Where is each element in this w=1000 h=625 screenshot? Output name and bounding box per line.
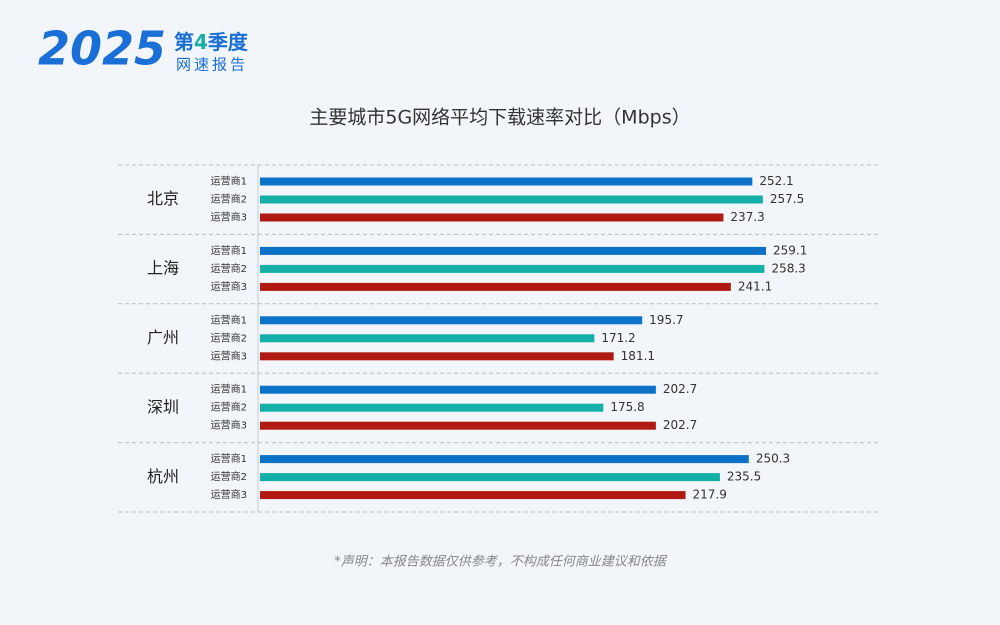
- value-label: 175.8: [610, 400, 644, 414]
- bar: [260, 455, 749, 464]
- series-label: 运营商2: [211, 193, 247, 206]
- value-label: 235.5: [727, 470, 761, 484]
- value-label: 195.7: [649, 313, 683, 327]
- bar: [260, 195, 763, 204]
- series-label: 运营商2: [211, 331, 247, 344]
- series-label: 运营商2: [211, 401, 247, 414]
- value-label: 237.3: [730, 210, 764, 224]
- category-label: 深圳: [147, 397, 179, 416]
- category-label: 上海: [147, 259, 179, 278]
- series-label: 运营商2: [211, 262, 247, 275]
- series-label: 运营商2: [211, 470, 247, 483]
- bar: [260, 421, 656, 430]
- value-label: 181.1: [621, 349, 655, 363]
- quarter-prefix: 第: [174, 30, 194, 54]
- category-label: 广州: [147, 328, 179, 347]
- bar: [260, 385, 656, 394]
- series-label: 运营商1: [211, 452, 247, 465]
- series-label: 运营商3: [211, 488, 247, 501]
- bar: [260, 316, 643, 325]
- bar: [260, 282, 731, 291]
- bar: [260, 403, 604, 412]
- bar: [260, 491, 686, 500]
- category-label: 北京: [147, 189, 179, 208]
- bar: [260, 334, 595, 343]
- bar: [260, 352, 614, 361]
- quarter-number: 4: [194, 30, 208, 54]
- series-label: 运营商3: [211, 211, 247, 224]
- value-label: 202.7: [663, 382, 697, 396]
- value-label: 202.7: [663, 418, 697, 432]
- value-label: 241.1: [738, 279, 772, 293]
- series-label: 运营商1: [211, 313, 247, 326]
- quarter-suffix: 季度: [207, 30, 249, 54]
- chart-title: 主要城市5G网络平均下载速率对比（Mbps）: [309, 107, 690, 129]
- value-label: 217.9: [693, 488, 727, 502]
- value-label: 252.1: [759, 174, 793, 188]
- series-label: 运营商3: [211, 419, 247, 432]
- logo: 2025: [38, 22, 166, 76]
- bar: [260, 264, 765, 273]
- value-label: 257.5: [770, 192, 804, 206]
- value-label: 258.3: [771, 261, 805, 275]
- bar: [260, 213, 724, 222]
- bar: [260, 246, 766, 255]
- bar: [260, 473, 720, 482]
- series-label: 运营商1: [211, 244, 247, 257]
- bar: [260, 177, 753, 186]
- value-label: 250.3: [756, 452, 790, 466]
- category-label: 杭州: [147, 467, 179, 486]
- series-label: 运营商3: [211, 349, 247, 362]
- series-label: 运营商1: [211, 383, 247, 396]
- quarter: 第4季度: [174, 30, 249, 54]
- value-label: 259.1: [773, 243, 807, 257]
- footer-note: *声明：本报告数据仅供参考，不构成任何商业建议和依据: [334, 555, 668, 570]
- report-subtitle: 网速报告: [176, 56, 248, 74]
- series-label: 运营商1: [211, 175, 247, 188]
- series-label: 运营商3: [211, 280, 247, 293]
- value-label: 171.2: [601, 331, 635, 345]
